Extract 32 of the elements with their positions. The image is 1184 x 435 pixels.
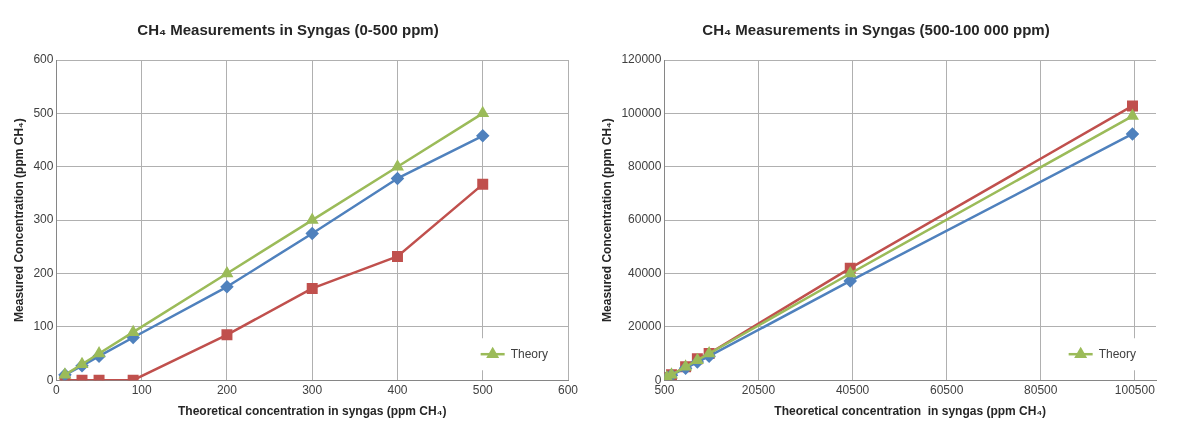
y-tick-label: 120000 xyxy=(621,52,662,67)
y-tick-label: 20000 xyxy=(628,319,662,334)
x-tick-label: 400 xyxy=(387,382,408,397)
y-axis-title: Measured Concentration (ppm CH₄) xyxy=(599,118,614,322)
y-tick-label: 600 xyxy=(33,52,54,67)
legend-label: Theory xyxy=(510,346,549,361)
x-tick-label: 500 xyxy=(472,382,494,397)
x-tick-label: 100500 xyxy=(1114,382,1156,397)
x-tick-label: 300 xyxy=(302,382,323,397)
y-tick-label: 200 xyxy=(33,265,54,280)
x-tick-label: 100 xyxy=(131,382,153,397)
chart-title: CH₄ Measurements in Syngas (0-500 ppm) xyxy=(137,21,439,39)
y-tick-label: 100 xyxy=(33,319,54,334)
y-axis-title: Measured Concentration (ppm CH₄) xyxy=(11,118,26,322)
chart-title: CH₄ Measurements in Syngas (500-100 000 ppm) xyxy=(702,21,1050,39)
y-tick-label: 60000 xyxy=(628,212,662,227)
x-tick-label: 600 xyxy=(557,382,579,397)
y-tick-label: 0 xyxy=(46,372,54,387)
y-tick-label: 40000 xyxy=(628,265,662,280)
x-axis-title: Theoretical concentration in syngas (ppm CH₄) xyxy=(774,404,1047,419)
x-tick-label: 60500 xyxy=(929,382,964,397)
x-tick-label: 40500 xyxy=(835,382,870,397)
y-tick-label: 400 xyxy=(33,159,54,174)
x-tick-label: 200 xyxy=(216,382,238,397)
legend-label: Theory xyxy=(1098,346,1137,361)
y-tick-label: 500 xyxy=(33,105,54,120)
x-tick-label: 80500 xyxy=(1024,382,1058,397)
x-tick-label: 20500 xyxy=(741,382,776,397)
y-tick-label: 80000 xyxy=(628,159,662,174)
y-tick-label: 100000 xyxy=(621,105,662,120)
y-tick-label: 300 xyxy=(33,212,54,227)
x-axis-title: Theoretical concentration in syngas (ppm CH₄) xyxy=(177,404,447,419)
